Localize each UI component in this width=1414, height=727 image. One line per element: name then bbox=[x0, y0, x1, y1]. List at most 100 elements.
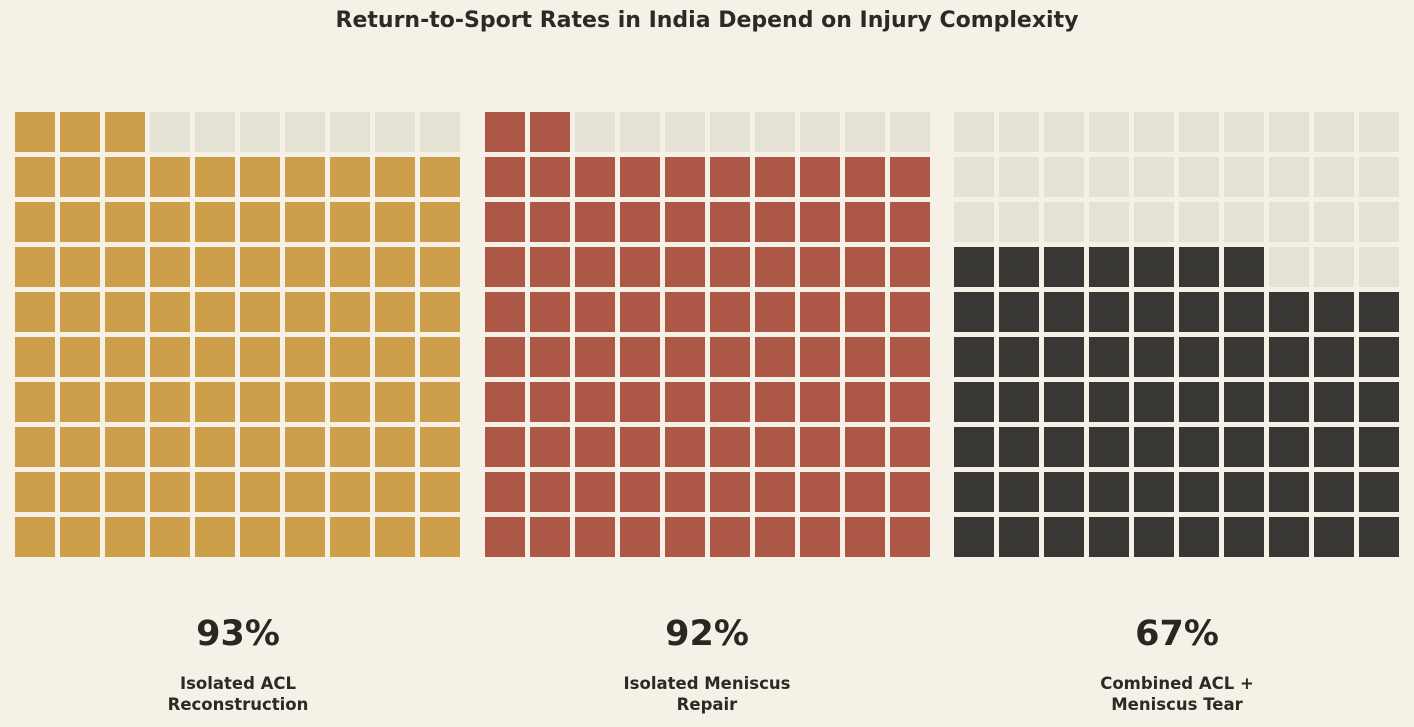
waffle-cell-filled bbox=[530, 157, 570, 197]
waffle-cell-filled bbox=[710, 337, 750, 377]
waffle-cell-filled bbox=[710, 472, 750, 512]
waffle-cell-filled bbox=[1314, 427, 1354, 467]
waffle-cell-filled bbox=[1134, 517, 1174, 557]
waffle-cell-filled bbox=[1224, 427, 1264, 467]
waffle-cell-filled bbox=[195, 517, 235, 557]
waffle-cell-filled bbox=[755, 337, 795, 377]
waffle-cell-filled bbox=[845, 157, 885, 197]
waffle-cell-filled bbox=[620, 157, 660, 197]
waffle-cell-empty bbox=[1314, 247, 1354, 287]
waffle-cell-filled bbox=[375, 292, 415, 332]
waffle-cell-filled bbox=[1044, 517, 1084, 557]
waffle-cell-filled bbox=[150, 472, 190, 512]
waffle-cell-empty bbox=[375, 112, 415, 152]
waffle-cell-filled bbox=[60, 337, 100, 377]
category-label-combined: Combined ACL + Meniscus Tear bbox=[1100, 674, 1254, 714]
waffle-cell-filled bbox=[1044, 337, 1084, 377]
waffle-cell-filled bbox=[620, 202, 660, 242]
waffle-cell-filled bbox=[1359, 472, 1399, 512]
waffle-cell-filled bbox=[60, 112, 100, 152]
waffle-cell-filled bbox=[285, 427, 325, 467]
waffle-cell-filled bbox=[1314, 382, 1354, 422]
waffle-cell-filled bbox=[710, 247, 750, 287]
waffle-cell-empty bbox=[954, 202, 994, 242]
waffle-cell-filled bbox=[1089, 247, 1129, 287]
waffle-cell-filled bbox=[1044, 247, 1084, 287]
waffle-cell-filled bbox=[105, 427, 145, 467]
waffle-cell-filled bbox=[1044, 292, 1084, 332]
waffle-cell-filled bbox=[485, 247, 525, 287]
waffle-cell-filled bbox=[105, 247, 145, 287]
waffle-cell-filled bbox=[530, 112, 570, 152]
waffle-cell-filled bbox=[1134, 247, 1174, 287]
waffle-cell-filled bbox=[1359, 427, 1399, 467]
waffle-cell-filled bbox=[60, 247, 100, 287]
waffle-cell-filled bbox=[195, 202, 235, 242]
waffle-cell-filled bbox=[845, 472, 885, 512]
waffle-cell-filled bbox=[800, 157, 840, 197]
waffle-cell-filled bbox=[375, 472, 415, 512]
waffle-cell-filled bbox=[665, 517, 705, 557]
waffle-cell-filled bbox=[845, 247, 885, 287]
waffle-cell-filled bbox=[530, 472, 570, 512]
waffle-cell-empty bbox=[1179, 112, 1219, 152]
waffle-cell-filled bbox=[15, 112, 55, 152]
waffle-cell-empty bbox=[890, 112, 930, 152]
value-label-combined: 67% bbox=[1135, 614, 1219, 654]
waffle-cell-empty bbox=[800, 112, 840, 152]
waffle-cell-filled bbox=[755, 427, 795, 467]
waffle-cell-empty bbox=[999, 202, 1039, 242]
waffle-cell-filled bbox=[240, 472, 280, 512]
waffle-cell-filled bbox=[890, 382, 930, 422]
waffle-cell-filled bbox=[665, 247, 705, 287]
waffle-cell-filled bbox=[485, 202, 525, 242]
waffle-cell-filled bbox=[710, 292, 750, 332]
waffle-cell-filled bbox=[1224, 247, 1264, 287]
waffle-cell-filled bbox=[60, 472, 100, 512]
value-label-acl: 93% bbox=[196, 614, 280, 654]
waffle-cell-filled bbox=[575, 247, 615, 287]
waffle-cell-filled bbox=[800, 202, 840, 242]
waffle-cell-filled bbox=[285, 202, 325, 242]
waffle-cell-filled bbox=[330, 427, 370, 467]
waffle-cell-filled bbox=[285, 247, 325, 287]
waffle-cell-filled bbox=[485, 427, 525, 467]
waffle-cell-empty bbox=[1179, 157, 1219, 197]
waffle-cell-filled bbox=[755, 247, 795, 287]
waffle-cell-empty bbox=[195, 112, 235, 152]
category-label-meniscus: Isolated Meniscus Repair bbox=[623, 674, 791, 714]
waffle-cell-filled bbox=[1359, 337, 1399, 377]
waffle-cell-filled bbox=[195, 382, 235, 422]
waffle-cell-filled bbox=[710, 517, 750, 557]
waffle-cell-filled bbox=[375, 247, 415, 287]
waffle-cell-filled bbox=[890, 292, 930, 332]
waffle-cell-filled bbox=[60, 382, 100, 422]
waffle-panel-meniscus bbox=[485, 112, 930, 557]
waffle-cell-filled bbox=[530, 337, 570, 377]
waffle-cell-empty bbox=[1134, 157, 1174, 197]
waffle-cell-filled bbox=[1269, 382, 1309, 422]
waffle-cell-filled bbox=[195, 247, 235, 287]
waffle-cell-filled bbox=[890, 517, 930, 557]
waffle-cell-empty bbox=[1089, 202, 1129, 242]
waffle-cell-empty bbox=[1224, 202, 1264, 242]
waffle-cell-filled bbox=[620, 427, 660, 467]
waffle-cell-filled bbox=[575, 472, 615, 512]
waffle-cell-filled bbox=[15, 247, 55, 287]
waffle-cell-filled bbox=[1044, 472, 1084, 512]
waffle-cell-filled bbox=[954, 337, 994, 377]
waffle-cell-filled bbox=[375, 157, 415, 197]
waffle-cell-filled bbox=[620, 292, 660, 332]
waffle-cell-filled bbox=[1359, 517, 1399, 557]
waffle-cell-filled bbox=[330, 292, 370, 332]
waffle-cell-empty bbox=[954, 112, 994, 152]
waffle-cell-filled bbox=[845, 517, 885, 557]
waffle-cell-filled bbox=[420, 247, 460, 287]
waffle-cell-filled bbox=[285, 382, 325, 422]
waffle-cell-filled bbox=[755, 382, 795, 422]
waffle-cell-filled bbox=[485, 112, 525, 152]
waffle-cell-filled bbox=[150, 247, 190, 287]
waffle-cell-filled bbox=[1179, 517, 1219, 557]
waffle-cell-filled bbox=[620, 247, 660, 287]
waffle-cell-filled bbox=[375, 337, 415, 377]
